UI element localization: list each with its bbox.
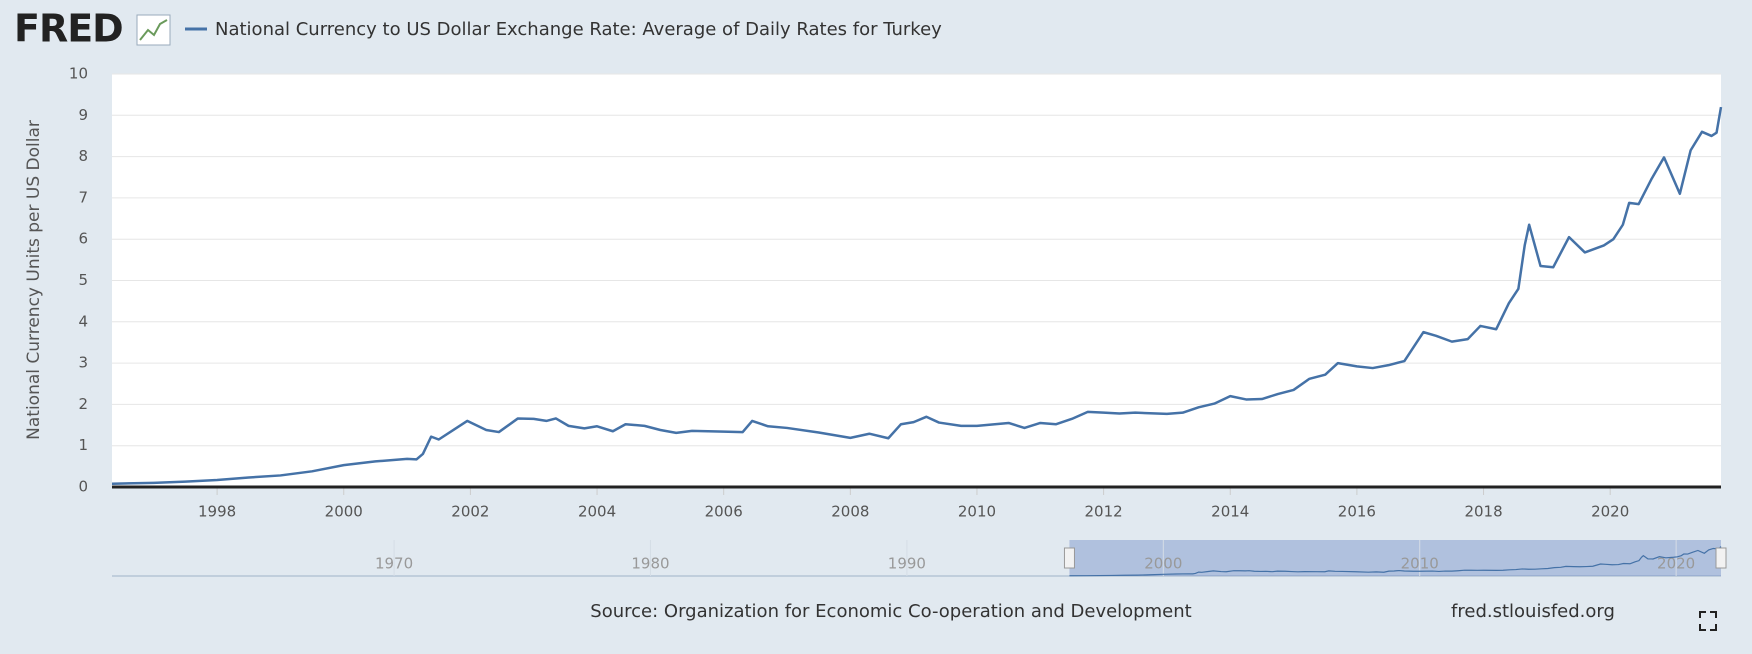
logo-line	[139, 19, 168, 41]
navigator-handle[interactable]	[1063, 547, 1075, 569]
navigator-tick-label: 2000	[1144, 555, 1182, 573]
x-tick-label: 2010	[958, 503, 996, 521]
navigator-selection[interactable]	[1069, 540, 1721, 576]
y-tick-label: 5	[78, 271, 88, 289]
x-tick-label: 2014	[1211, 503, 1249, 521]
source: Source: Organization for Economic Co-ope…	[590, 601, 1191, 622]
logo-icon	[136, 14, 171, 46]
url: fred.stlouisfed.org	[1451, 601, 1615, 622]
y-tick-label: 1	[78, 436, 88, 454]
y-tick-label: 2	[78, 395, 88, 413]
x-tick-label: 2020	[1591, 503, 1629, 521]
y-tick-label: 4	[78, 312, 88, 330]
y-tick-label: 3	[78, 354, 88, 372]
logo: FRED	[14, 7, 123, 51]
y-tick-label: 8	[78, 147, 88, 165]
y-tick-label: 6	[78, 230, 88, 248]
x-tick-label: 2004	[578, 503, 616, 521]
navigator-tick-label: 1980	[631, 555, 669, 573]
navigator-tick-label: 2010	[1401, 555, 1439, 573]
navigator-tick-label: 1990	[888, 555, 926, 573]
legend-label: National Currency to US Dollar Exchange …	[215, 19, 942, 40]
navigator-handle[interactable]	[1715, 547, 1727, 569]
x-tick-label: 1998	[198, 503, 236, 521]
x-tick-label: 2008	[831, 503, 869, 521]
navigator-tick-label: 1970	[375, 555, 413, 573]
fullscreen-icon[interactable]	[1699, 611, 1717, 631]
navigator-line	[1069, 546, 1722, 577]
navigator-tick-label: 2020	[1657, 555, 1695, 573]
x-tick-label: 2012	[1085, 503, 1123, 521]
y-tick-label: 9	[78, 106, 88, 124]
y-tick-label: 0	[78, 478, 88, 496]
x-tick-label: 2016	[1338, 503, 1376, 521]
fullscreen-glyph[interactable]	[1699, 611, 1717, 631]
y-tick-label: 7	[78, 188, 88, 206]
y-axis-label: National Currency Units per US Dollar	[24, 120, 44, 440]
x-tick-label: 2000	[325, 503, 363, 521]
x-tick-label: 2002	[451, 503, 489, 521]
y-tick-label: 10	[69, 65, 88, 83]
logo-box	[136, 14, 171, 46]
x-tick-label: 2018	[1464, 503, 1502, 521]
series-line	[111, 106, 1723, 485]
x-tick-label: 2006	[705, 503, 743, 521]
